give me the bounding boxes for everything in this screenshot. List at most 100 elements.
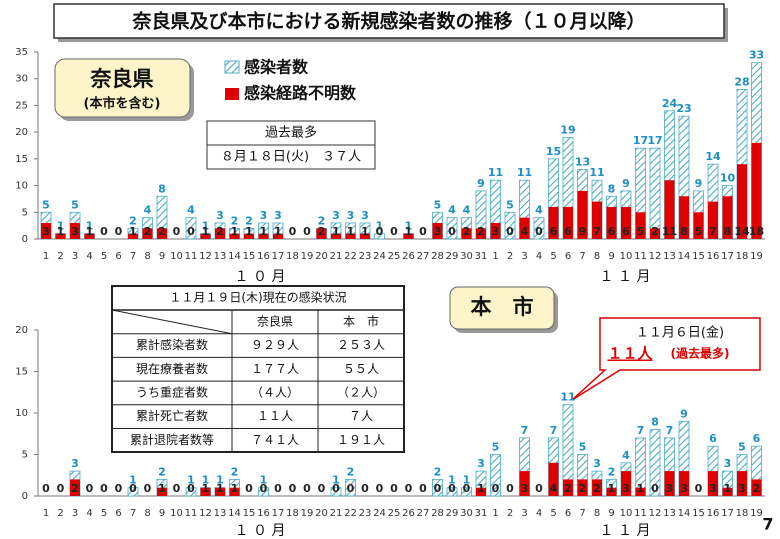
callout-date: １１月６日(金) [636,325,724,341]
unknown-label: 1 [202,482,210,495]
y-tick-label: 5 [22,450,28,461]
bar-unknown [751,479,762,496]
legend-swatch [225,88,239,100]
unknown-label: 0 [651,482,659,495]
total-label: 1 [405,220,413,233]
x-tick-label: 15 [243,251,256,262]
chart-label: 本 市 [471,295,534,319]
total-label: 1 [57,220,65,233]
total-label: 5 [434,198,442,211]
x-tick-label: 7 [130,251,136,262]
bar-unknown [708,201,718,239]
x-tick-label: 18 [286,508,299,519]
bar-total [127,487,139,497]
total-label: 8 [608,182,616,195]
unknown-label: 1 [57,225,65,238]
unknown-label: 3 [680,482,688,495]
x-tick-label: 22 [344,251,357,262]
total-label: 3 [260,209,268,222]
x-tick-label: 6 [565,508,571,519]
unknown-label: 6 [550,225,558,238]
unknown-label: 11 [662,225,677,238]
unknown-label: 0 [260,482,268,495]
bar-total [374,233,385,240]
table-cell: ７４１人 [251,433,299,447]
unknown-label: 0 [245,482,253,495]
table-cell: ２５３人 [337,338,385,352]
bar-unknown [70,222,80,239]
total-label: 2 [608,465,616,478]
unknown-label: 14 [734,225,750,238]
x-tick-label: 6 [565,251,571,262]
x-tick-label: 4 [536,251,542,262]
unknown-label: 2 [477,225,485,238]
total-label: 17 [633,134,648,147]
total-label: 2 [158,465,166,478]
x-tick-label: 14 [228,508,241,519]
x-tick-label: 28 [431,251,444,262]
table-cell: （４人） [251,385,299,399]
bar-unknown [476,487,486,496]
bar-unknown [41,222,51,239]
total-label: 28 [734,75,749,88]
month-label: １ １ 月 [600,523,651,539]
total-label: 1 [129,474,137,487]
x-tick-label: 11 [185,251,198,262]
total-label: 5 [579,441,587,454]
bar-unknown [722,196,733,239]
unknown-label: 0 [695,482,703,495]
x-tick-label: 13 [214,508,227,519]
bar-total [446,487,458,497]
x-tick-label: 5 [101,508,107,519]
x-tick-label: 1 [492,508,498,519]
bar-unknown [157,228,167,239]
unknown-label: 0 [506,225,514,238]
bar-unknown [461,228,472,239]
bar-unknown [84,233,95,239]
callout-note: (過去最多) [671,346,730,361]
bar-unknown [679,471,689,496]
x-tick-label: 31 [475,251,488,262]
x-tick-label: 2 [507,508,513,519]
table-frame [111,285,405,453]
y-tick-label: 20 [15,127,28,138]
unknown-label: 0 [390,225,398,238]
x-tick-label: 2 [57,251,63,262]
total-label: 4 [622,449,630,462]
bar-unknown [244,233,254,239]
total-label: 3 [274,209,282,222]
unknown-label: 0 [57,482,65,495]
total-label: 6 [709,432,717,445]
x-tick-label: 12 [199,251,212,262]
unknown-label: 0 [173,482,181,495]
table-cell: 累計退院者数等 [130,432,214,447]
unknown-label: 1 [216,482,224,495]
total-label: 3 [477,457,485,470]
total-label: 2 [231,214,239,227]
unknown-label: 0 [274,482,282,495]
x-tick-label: 3 [521,508,527,519]
total-label: 9 [622,177,630,190]
table-diagonal [111,309,233,335]
total-label: 9 [680,407,688,420]
unknown-label: 6 [608,225,616,238]
total-label: 9 [695,177,703,190]
bar-total [649,429,661,497]
bar-unknown [519,471,530,496]
unknown-label: 3 [521,482,529,495]
unknown-label: 0 [173,225,181,238]
x-tick-label: 18 [286,251,299,262]
unknown-label: 0 [144,482,152,495]
page-number: 7 [762,515,773,534]
unknown-label: 9 [579,225,587,238]
unknown-label: 0 [42,482,50,495]
unknown-label: 3 [738,482,746,495]
total-label: 3 [593,457,601,470]
bar-unknown [577,190,588,239]
bar-unknown [621,471,631,496]
unknown-label: 0 [100,482,108,495]
unknown-label: 0 [492,482,500,495]
table-column: 奈良県 [257,313,293,328]
bar-total [345,478,356,497]
total-label: 4 [463,204,471,217]
